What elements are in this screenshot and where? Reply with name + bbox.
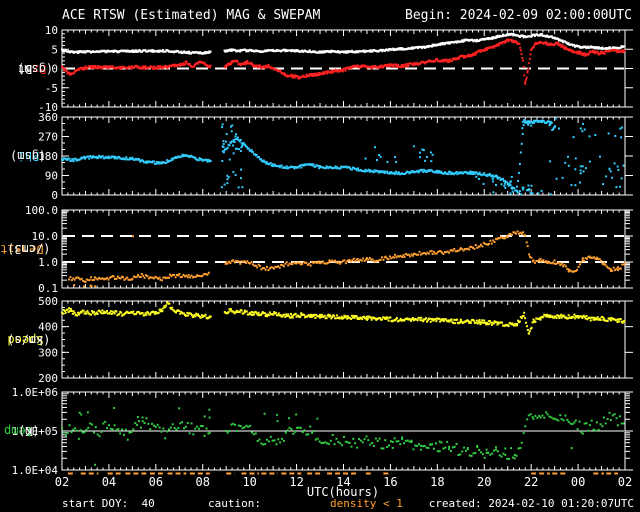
footer-caution-value: density < 1 — [330, 497, 403, 510]
svg-text:-10: -10 — [38, 101, 58, 114]
svg-text:-5: -5 — [45, 82, 58, 95]
svg-text:10: 10 — [45, 24, 58, 37]
x-tick-label: 12 — [289, 475, 303, 489]
svg-text:1.0E+05: 1.0E+05 — [12, 425, 58, 438]
svg-text:10.0: 10.0 — [32, 230, 59, 243]
footer-start-doy: start DOY: 40 — [62, 497, 155, 510]
svg-text:90: 90 — [45, 170, 58, 183]
svg-text:180: 180 — [38, 150, 58, 163]
svg-text:0.1: 0.1 — [38, 282, 58, 295]
svg-text:500: 500 — [38, 295, 58, 308]
svg-text:0: 0 — [51, 63, 58, 76]
svg-text:5: 5 — [51, 43, 58, 56]
svg-text:360: 360 — [38, 111, 58, 124]
page-title: ACE RTSW (Estimated) MAG & SWEPAM — [62, 8, 321, 23]
x-tick-label: 22 — [524, 475, 538, 489]
svg-text:1.0E+04: 1.0E+04 — [12, 464, 59, 477]
svg-text:270: 270 — [38, 131, 58, 144]
x-tick-label: 00 — [571, 475, 585, 489]
svg-text:300: 300 — [38, 346, 58, 359]
svg-text:100.0: 100.0 — [25, 204, 58, 217]
ylabel-speed: Speed (km/s) — [6, 332, 58, 347]
x-tick-label: 04 — [102, 475, 116, 489]
x-tick-label: 16 — [383, 475, 397, 489]
ylabel-phi: Phi (gsm) — [10, 149, 54, 163]
ylabel-temp: Temp (K) — [3, 424, 47, 438]
x-tick-label: 08 — [196, 475, 210, 489]
svg-text:1.0E+06: 1.0E+06 — [12, 386, 58, 399]
begin-timestamp: Begin: 2024-02-09 02:00:00UTC — [405, 8, 632, 23]
ylabel-density: Density (/cm3) — [0, 242, 58, 256]
x-tick-label: 18 — [430, 475, 444, 489]
x-tick-label: 02 — [55, 475, 69, 489]
x-tick-label: 14 — [336, 475, 350, 489]
x-tick-label: 02 — [618, 475, 632, 489]
svg-text:0: 0 — [51, 189, 58, 202]
x-tick-label: 10 — [242, 475, 256, 489]
x-axis-label: UTC(hours) — [306, 485, 380, 499]
x-tick-label: 20 — [477, 475, 491, 489]
svg-text:200: 200 — [38, 372, 58, 385]
ylabel-bt-bz: Bt Bz (gsm) — [11, 61, 61, 76]
footer-created-timestamp: created: 2024-02-10 01:20:07UTC — [428, 497, 634, 510]
svg-text:400: 400 — [38, 321, 58, 334]
x-tick-label: 06 — [149, 475, 163, 489]
footer-caution-label: caution: — [208, 497, 261, 510]
svg-text:1.0: 1.0 — [38, 256, 58, 269]
